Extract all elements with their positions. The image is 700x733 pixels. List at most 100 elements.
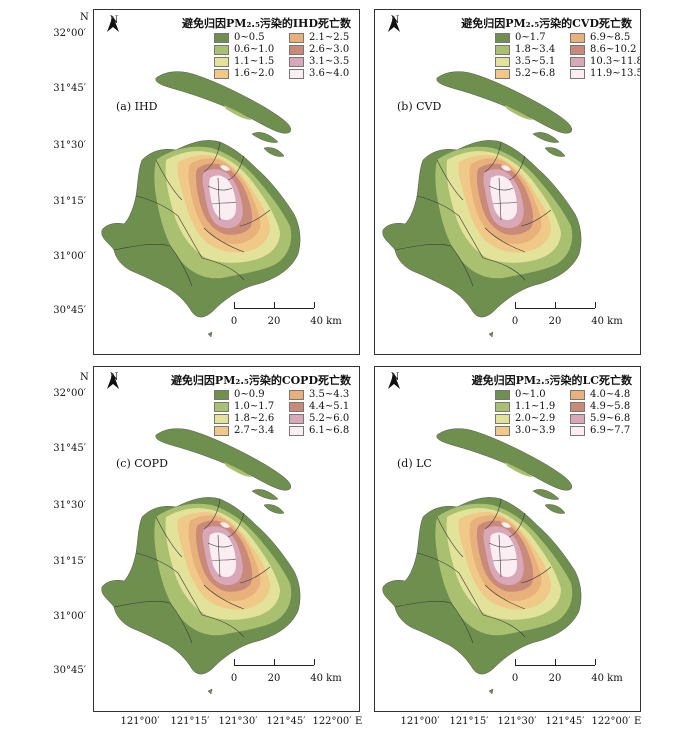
legend-label: 6.9~7.7 bbox=[590, 425, 631, 436]
lon-label: 121°15′ bbox=[170, 716, 210, 727]
legend-item: 4.9~5.8 bbox=[570, 401, 630, 412]
legend-label: 10.3~11.8 bbox=[590, 56, 641, 67]
map-panel-ihd: N 避免归因PM₂.₅污染的IHD死亡数 0~0.5 2.1~2.5 0.6~1.0… bbox=[93, 9, 360, 355]
legend-item: 2.1~2.5 bbox=[289, 32, 349, 43]
lat-label: 31°00′ bbox=[53, 251, 86, 262]
legend-item: 11.9~13.5 bbox=[570, 68, 641, 79]
legend-label: 5.2~6.0 bbox=[309, 413, 350, 424]
legend-swatch bbox=[495, 32, 510, 43]
legend-label: 4.0~4.8 bbox=[590, 389, 631, 400]
legend-item: 4.0~4.8 bbox=[570, 389, 630, 400]
map-panel-cvd: N 避免归因PM₂.₅污染的CVD死亡数 0~1.7 6.9~8.5 1.8~3.4… bbox=[374, 9, 641, 355]
lon-label: 121°00′ bbox=[400, 716, 440, 727]
legend-label: 5.9~6.8 bbox=[590, 413, 631, 424]
legend-item: 0.6~1.0 bbox=[214, 44, 274, 55]
legend-swatch bbox=[214, 44, 229, 55]
lat-label: 31°15′ bbox=[53, 556, 86, 567]
legend-label: 11.9~13.5 bbox=[590, 68, 641, 79]
legend-swatch bbox=[570, 68, 585, 79]
lon-label: 122°00′ bbox=[591, 716, 631, 727]
scale-tick: 0 bbox=[511, 673, 519, 684]
legend-item: 3.6~4.0 bbox=[289, 68, 349, 79]
legend-item: 10.3~11.8 bbox=[570, 56, 641, 67]
scale-tick: 0 bbox=[511, 316, 519, 327]
scale-bar: 0 20 40 km bbox=[230, 659, 350, 684]
lat-label: 31°30′ bbox=[53, 140, 86, 151]
lat-label: 31°30′ bbox=[53, 500, 86, 511]
scale-tick: 20 bbox=[548, 673, 562, 684]
legend-item: 8.6~10.2 bbox=[570, 44, 637, 55]
legend-item: 1.0~1.7 bbox=[214, 401, 274, 412]
legend-swatch bbox=[570, 56, 585, 67]
east-axis-letter: E bbox=[634, 716, 642, 727]
scale-bar: 0 20 40 km bbox=[230, 302, 350, 327]
legend-item: 2.0~2.9 bbox=[495, 413, 555, 424]
legend-item: 3.1~3.5 bbox=[289, 56, 349, 67]
lat-label: 31°15′ bbox=[53, 196, 86, 207]
scale-tick: 40 km bbox=[310, 673, 342, 684]
scale-tick: 0 bbox=[230, 673, 238, 684]
lon-label: 121°45′ bbox=[266, 716, 306, 727]
legend-swatch bbox=[495, 389, 510, 400]
legend-item: 4.4~5.1 bbox=[289, 401, 349, 412]
lon-label: 121°15′ bbox=[449, 716, 489, 727]
lon-label: 122°00′ bbox=[312, 716, 352, 727]
legend-label: 1.8~3.4 bbox=[515, 44, 556, 55]
legend-item: 6.1~6.8 bbox=[289, 425, 349, 436]
legend-label: 0~1.7 bbox=[515, 32, 546, 43]
legend-label: 1.1~1.5 bbox=[234, 56, 275, 67]
lat-label: 30°45′ bbox=[53, 665, 86, 676]
legend-item: 2.6~3.0 bbox=[289, 44, 349, 55]
panel-label: (a) IHD bbox=[116, 100, 158, 113]
legend-swatch bbox=[570, 413, 585, 424]
scale-tick: 20 bbox=[548, 316, 562, 327]
legend-swatch bbox=[289, 425, 304, 436]
legend-item: 1.1~1.9 bbox=[495, 401, 555, 412]
legend-swatch bbox=[214, 425, 229, 436]
legend-label: 0.6~1.0 bbox=[234, 44, 275, 55]
legend-item: 5.9~6.8 bbox=[570, 413, 630, 424]
north-axis-letter: N bbox=[80, 12, 89, 23]
legend-label: 3.5~5.1 bbox=[515, 56, 556, 67]
legend-swatch bbox=[289, 56, 304, 67]
lat-label: 32°00′ bbox=[53, 388, 86, 399]
legend-swatch bbox=[570, 401, 585, 412]
legend-swatch bbox=[289, 401, 304, 412]
legend-item: 5.2~6.8 bbox=[495, 68, 555, 79]
legend-swatch bbox=[289, 413, 304, 424]
east-axis-letter: E bbox=[355, 716, 363, 727]
legend-swatch bbox=[570, 425, 585, 436]
scale-tick: 40 km bbox=[310, 316, 342, 327]
legend-swatch bbox=[495, 44, 510, 55]
scale-tick: 20 bbox=[267, 673, 281, 684]
legend-label: 2.7~3.4 bbox=[234, 425, 275, 436]
north-axis-letter-lower: N bbox=[80, 372, 89, 383]
scale-tick: 0 bbox=[230, 316, 238, 327]
lon-label: 121°30′ bbox=[497, 716, 537, 727]
north-arrow-icon: N bbox=[106, 373, 122, 389]
panel-title: 避免归因PM₂.₅污染的IHD死亡数 bbox=[182, 17, 351, 30]
legend-label: 2.0~2.9 bbox=[515, 413, 556, 424]
lat-label: 32°00′ bbox=[53, 28, 86, 39]
legend-label: 8.6~10.2 bbox=[590, 44, 637, 55]
legend-label: 4.4~5.1 bbox=[309, 401, 350, 412]
legend-label: 1.6~2.0 bbox=[234, 68, 275, 79]
panel-title: 避免归因PM₂.₅污染的CVD死亡数 bbox=[461, 17, 632, 30]
legend-swatch bbox=[570, 44, 585, 55]
legend-item: 3.0~3.9 bbox=[495, 425, 555, 436]
legend-swatch bbox=[214, 401, 229, 412]
legend-swatch bbox=[214, 389, 229, 400]
legend-item: 1.6~2.0 bbox=[214, 68, 274, 79]
legend-swatch bbox=[495, 401, 510, 412]
legend-label: 5.2~6.8 bbox=[515, 68, 556, 79]
legend-item: 3.5~4.3 bbox=[289, 389, 349, 400]
legend-label: 6.1~6.8 bbox=[309, 425, 350, 436]
legend-label: 1.8~2.6 bbox=[234, 413, 275, 424]
legend-item: 5.2~6.0 bbox=[289, 413, 349, 424]
legend-item: 0~0.5 bbox=[214, 32, 265, 43]
lat-label: 30°45′ bbox=[53, 305, 86, 316]
legend-item: 1.1~1.5 bbox=[214, 56, 274, 67]
legend-swatch bbox=[495, 68, 510, 79]
legend-label: 2.1~2.5 bbox=[309, 32, 350, 43]
map-panel-copd: N 避免归因PM₂.₅污染的COPD死亡数 0~0.9 3.5~4.3 1.0~1.… bbox=[93, 366, 360, 712]
